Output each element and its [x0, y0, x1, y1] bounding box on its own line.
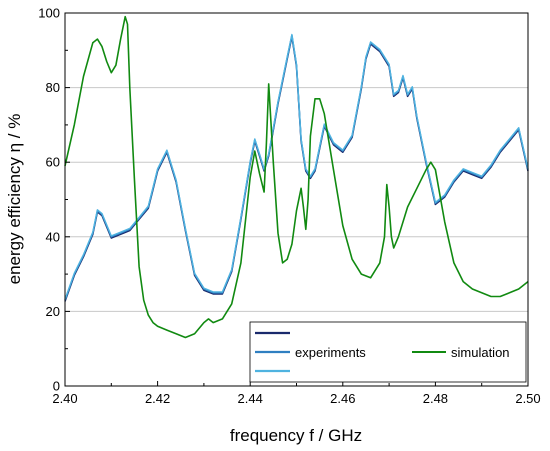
x-tick-label: 2.42: [145, 391, 170, 406]
x-axis-ticks: 2.40 2.42 2.44 2.46 2.48 2.50: [52, 381, 541, 406]
series-experiments-light: [64, 33, 529, 300]
y-tick-label: 20: [46, 304, 60, 319]
x-tick-label: 2.48: [423, 391, 448, 406]
series-layer: [64, 15, 529, 339]
x-tick-label: 2.40: [52, 391, 77, 406]
legend-label-experiments: experiments: [295, 345, 366, 360]
legend: experiments simulation: [249, 321, 527, 383]
y-tick-label: 100: [38, 6, 60, 21]
y-axis-label: energy efficiency η / %: [5, 114, 24, 285]
y-tick-label: 80: [46, 80, 60, 95]
y-tick-label: 40: [46, 229, 60, 244]
legend-label-simulation: simulation: [451, 345, 510, 360]
y-tick-label: 60: [46, 155, 60, 170]
gridlines: [65, 87, 528, 312]
legend-box: [249, 321, 527, 383]
plot-area: [64, 15, 529, 339]
series-simulation: [64, 15, 529, 339]
x-tick-label: 2.46: [330, 391, 355, 406]
y-axis-ticks: 0 20 40 60 80 100: [38, 6, 70, 394]
x-axis-label: frequency f / GHz: [230, 426, 362, 445]
x-tick-label: 2.44: [238, 391, 263, 406]
x-tick-label: 2.50: [515, 391, 540, 406]
y-tick-label: 0: [53, 379, 60, 394]
